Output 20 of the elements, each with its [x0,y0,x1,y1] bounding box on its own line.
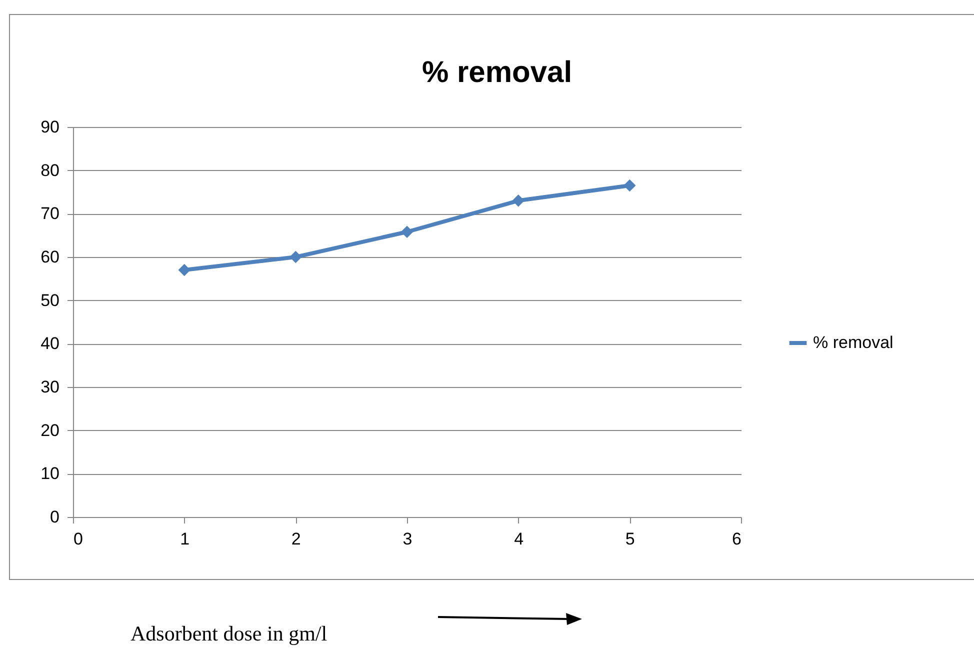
y-tick-label: 90 [40,118,60,136]
y-tick-label: 10 [40,464,60,484]
y-tick-label: 0 [50,508,60,526]
y-tick-label: 40 [40,334,60,354]
y-tick-label: 60 [40,248,60,266]
y-tick-label: 50 [40,290,60,310]
x-tick-label: 3 [402,530,412,548]
y-tick-label: 80 [40,160,60,180]
chart-title: % removal [422,56,572,89]
x-tick-label: 4 [514,530,524,548]
legend-label: % removal [813,333,894,352]
y-tick-label: 30 [40,378,60,396]
x-axis-title: Adsorbent dose in gm/l [130,622,328,646]
x-tick-label: 0 [74,530,83,548]
x-tick-label: 1 [180,530,190,548]
x-tick-label: 6 [732,530,742,548]
x-tick-label: 5 [625,530,635,548]
y-tick-label: 70 [40,204,60,224]
y-tick-label: 20 [40,420,60,440]
x-tick-label: 2 [291,530,301,548]
